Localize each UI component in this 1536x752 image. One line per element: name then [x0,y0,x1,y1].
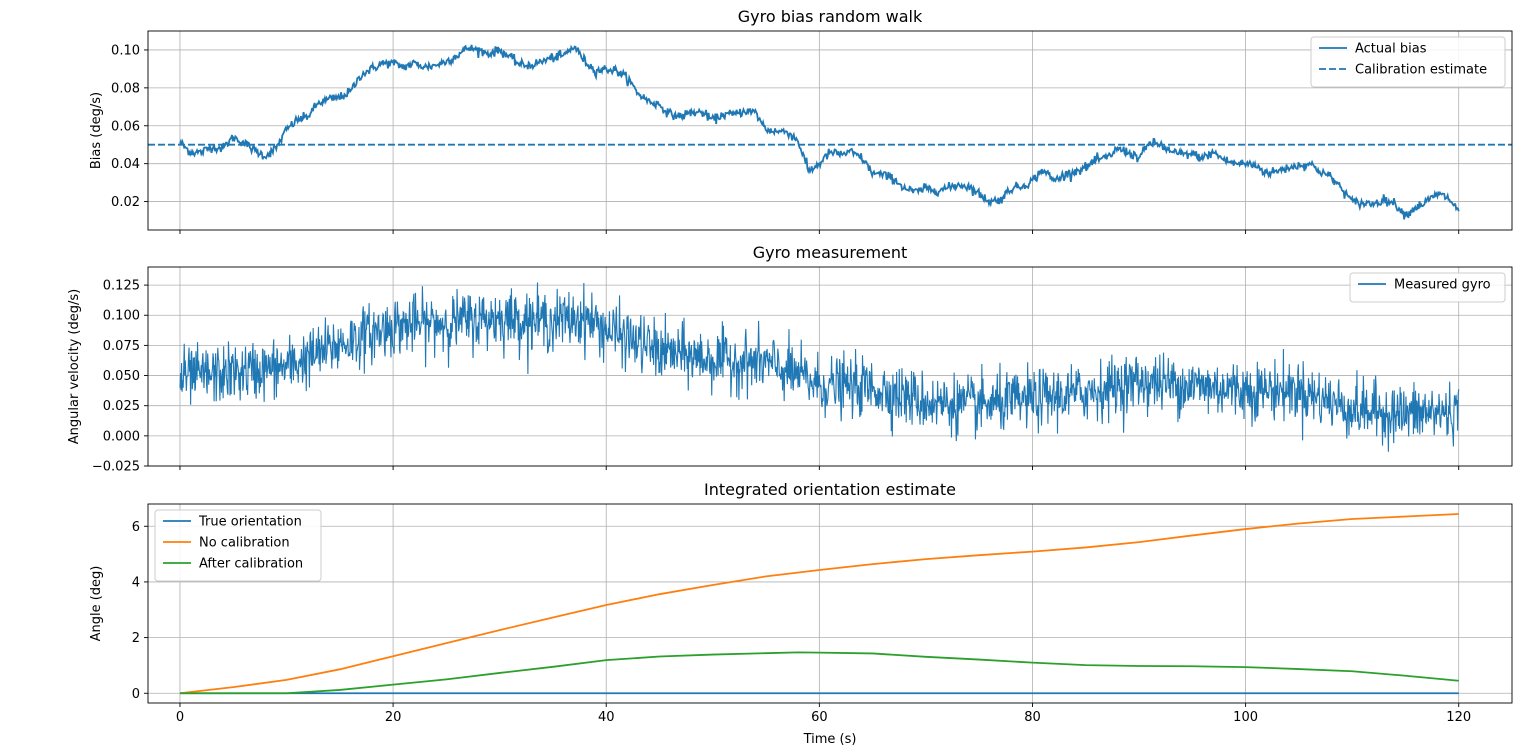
y-tick-label: 0.075 [103,339,140,354]
axes-frame [147,503,1513,704]
y-axis-label: Angular velocity (deg/s) [67,289,82,444]
chart-panel-1: 0.02 0.04 0.06 0.08 0.10 Gyro bias random wal… [89,7,1513,234]
legend: Actual bias Calibration estimate [1310,36,1506,88]
x-axis-label: Time (s) [803,732,857,747]
y-tick-label: 0.125 [103,279,140,294]
y-tick-label: 0.10 [111,43,140,58]
series-line-2 [179,513,1459,695]
x-tick-label: 0 [176,710,184,725]
y-axis-label: Bias (deg/s) [89,92,104,169]
series-line-1 [179,282,1460,452]
chart-panel-3: 0 20 40 60 80 100 120 0 2 4 6 Integrated orientatio… [89,480,1513,747]
y-tick-label: −0.025 [92,460,140,475]
x-tick-label: 20 [385,710,402,725]
x-tick-label: 120 [1446,710,1471,725]
y-tick-label: 2 [132,631,140,646]
legend-box [154,509,322,582]
y-tick-label: 0.100 [103,309,140,324]
y-tick-label: 0.08 [111,81,140,96]
series-line-3 [179,651,1459,695]
legend: Measured gyro [1349,272,1506,303]
chart-title: Gyro measurement [753,243,908,262]
legend-label: After calibration [199,557,303,572]
x-tick-label: 100 [1233,710,1258,725]
y-tick-label: 0.000 [103,429,140,444]
chart-panel-2: −0.025 0.000 0.025 0.050 0.075 0.100 0.125 Gyro… [67,243,1513,475]
legend-label: Actual bias [1355,42,1427,57]
axes-frame [147,30,1513,231]
legend-label: No calibration [199,536,290,551]
y-tick-label: 0.050 [103,369,140,384]
legend-label: Measured gyro [1394,278,1491,293]
y-tick-label: 4 [132,575,140,590]
y-axis-label: Angle (deg) [89,566,104,642]
legend-label: Calibration estimate [1355,63,1487,78]
x-tick-label: 80 [1024,710,1041,725]
y-tick-label: 6 [132,520,140,535]
chart-title: Gyro bias random walk [738,7,923,26]
axes-frame [147,266,1513,467]
series-line-1 [179,44,1460,220]
legend-box [1310,36,1506,88]
x-tick-label: 60 [811,710,828,725]
x-tick-label: 40 [598,710,615,725]
y-tick-label: 0 [132,687,140,702]
legend-box [1349,272,1506,303]
y-tick-label: 0.06 [111,119,140,134]
legend: True orientation No calibration After cali… [154,509,322,582]
chart-title: Integrated orientation estimate [704,480,956,499]
legend-label: True orientation [198,515,302,530]
y-tick-label: 0.04 [111,157,140,172]
y-tick-label: 0.025 [103,399,140,414]
y-tick-label: 0.02 [111,195,140,210]
